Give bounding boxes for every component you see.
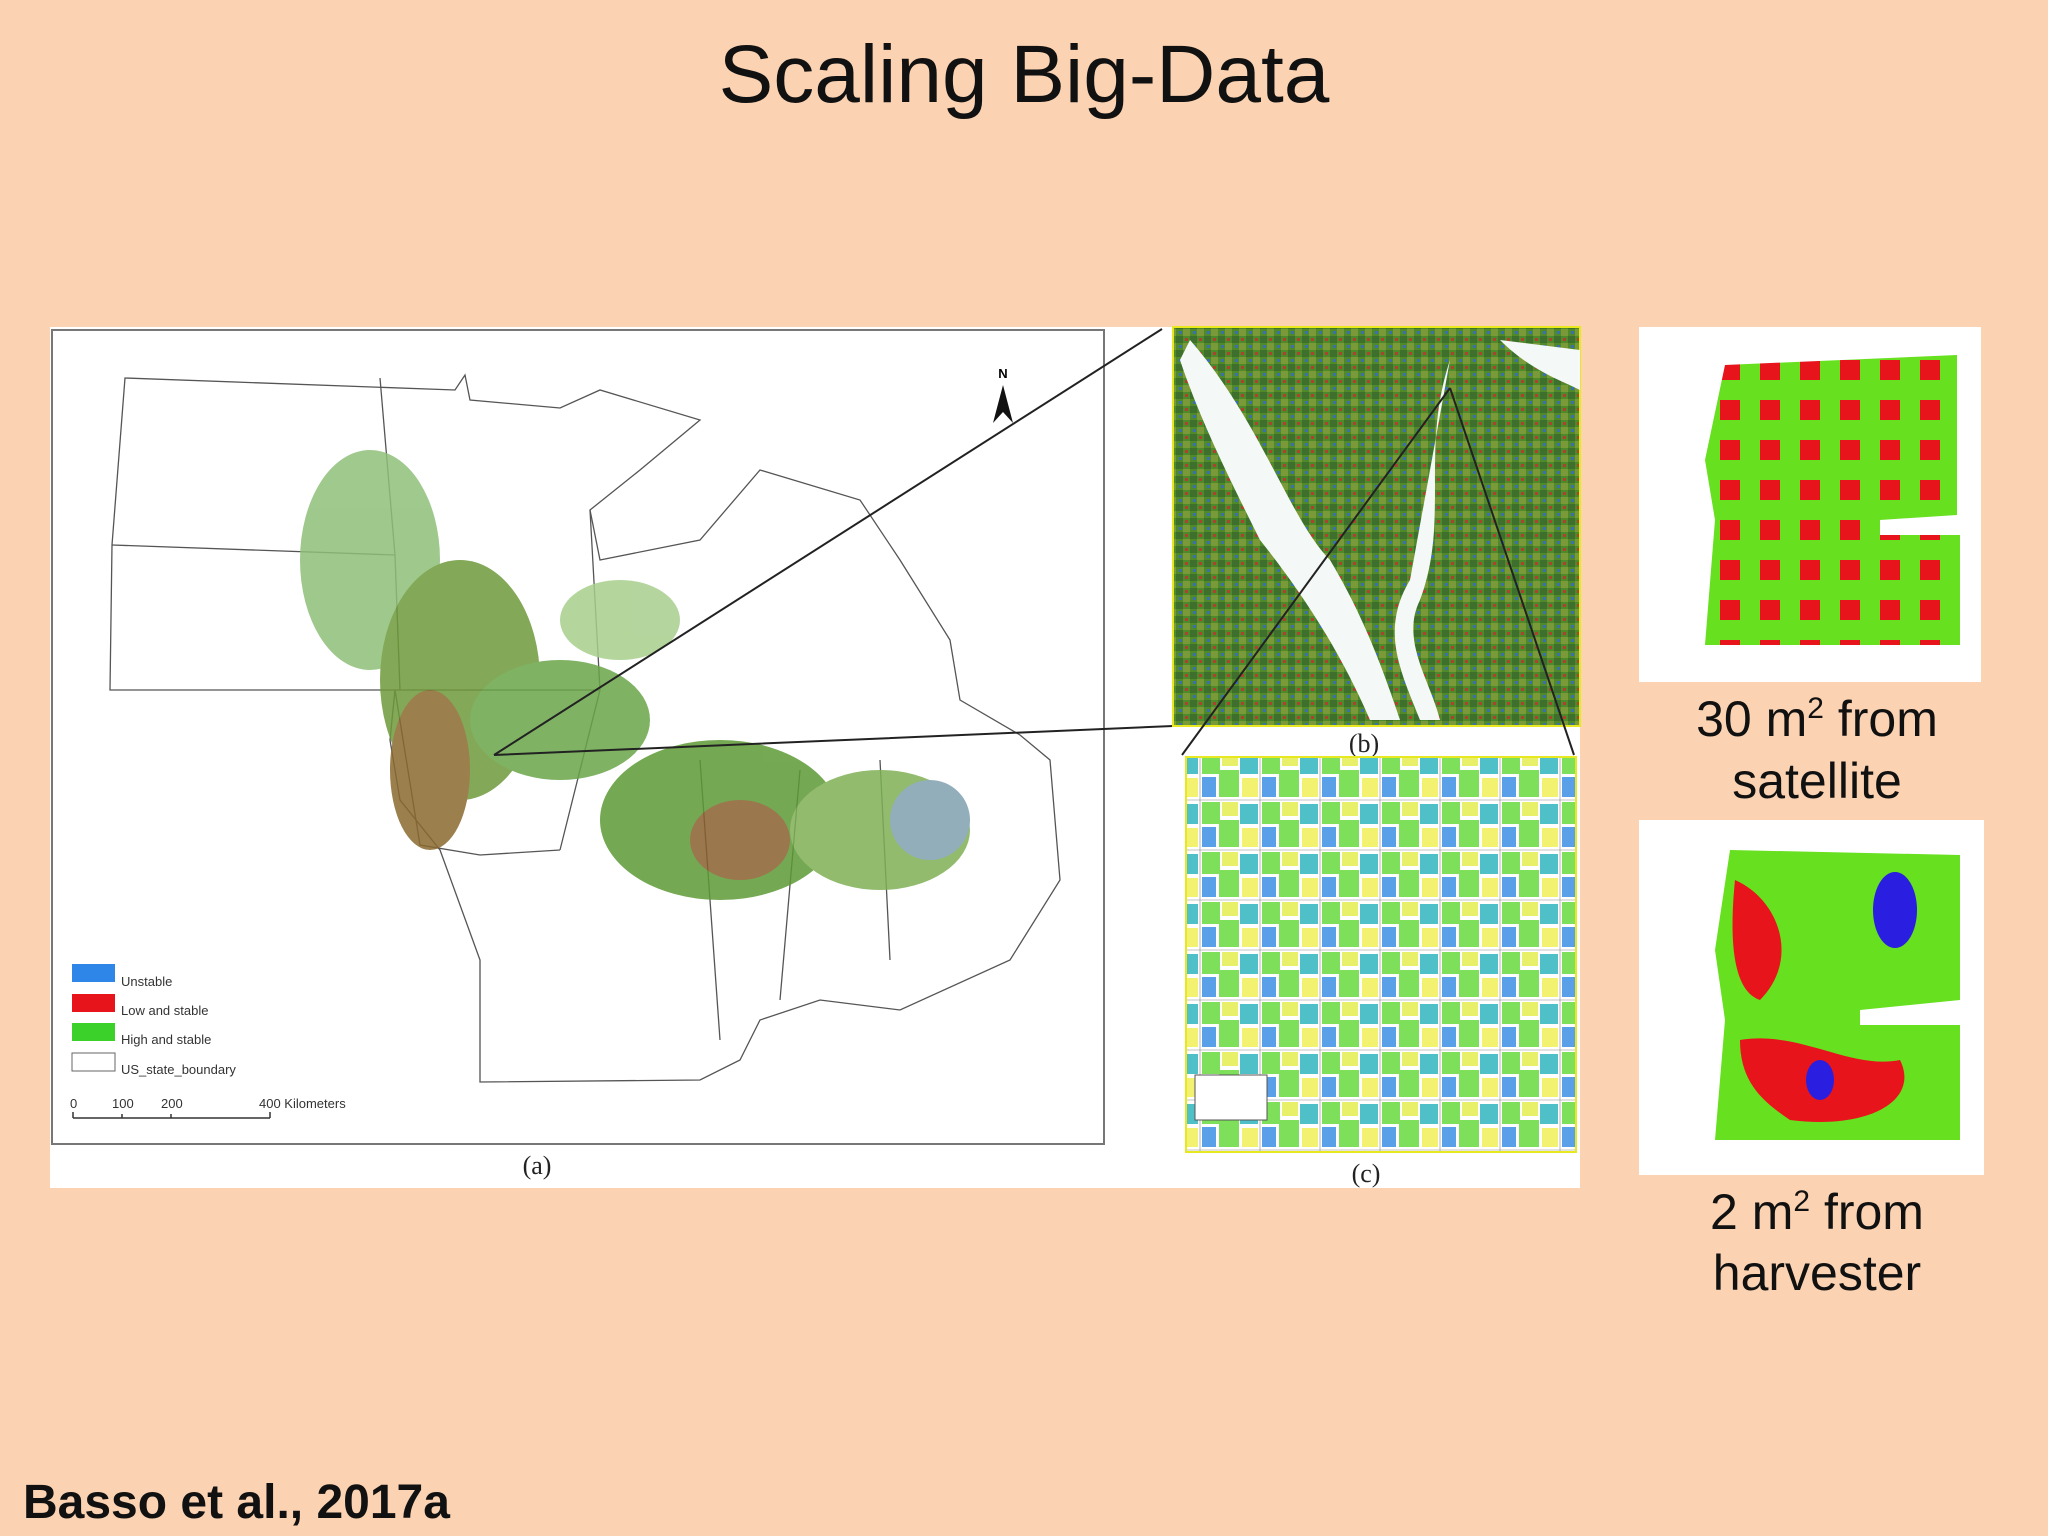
slide-title: Scaling Big-Data [719,29,1330,120]
zoom-line [493,328,1174,756]
caption: harvester [1713,1245,1921,1301]
caption: 2 m2 from [1710,1184,1924,1240]
scale-label: 400 Kilometers [259,1096,346,1111]
caption-superscript: 2 [1793,1185,1810,1218]
north-label: N [998,366,1007,381]
citation: Basso et al., 2017a [23,1476,450,1529]
legend-swatch [72,994,115,1012]
panel-label: (b) [1349,729,1379,758]
satellite-field-map [1705,355,1960,645]
legend-label: High and stable [121,1032,211,1047]
caption-text: 2 m [1710,1184,1793,1240]
legend-swatch [72,964,115,982]
caption: 30 m2 from [1696,691,1938,747]
caption-text: 30 m [1696,691,1807,747]
caption-text: from [1824,691,1938,747]
legend-label: US_state_boundary [121,1062,236,1077]
north-arrow [993,385,1013,423]
map-frame [51,329,1105,1145]
scale-label: 200 [161,1096,183,1111]
scale-bar: 0 100 200 400 Kilometers [70,1096,346,1119]
legend-label: Low and stable [121,1003,208,1018]
zoom-line [1181,387,1575,756]
scale-label: 0 [70,1096,77,1111]
panel-label: (c) [1352,1159,1381,1188]
legend-swatch [72,1023,115,1041]
yield-patches [300,450,970,900]
legend-swatch [71,1052,116,1072]
scale-label: 100 [112,1096,134,1111]
caption: satellite [1732,753,1902,809]
panel-c-legend [1194,1074,1268,1121]
map-legend: Unstable Low and stable High and stable … [71,964,236,1077]
panel-label: (a) [523,1151,552,1180]
caption-text: from [1810,1184,1924,1240]
caption-superscript: 2 [1807,692,1824,725]
legend-label: Unstable [121,974,172,989]
river-lines [1180,340,1580,720]
